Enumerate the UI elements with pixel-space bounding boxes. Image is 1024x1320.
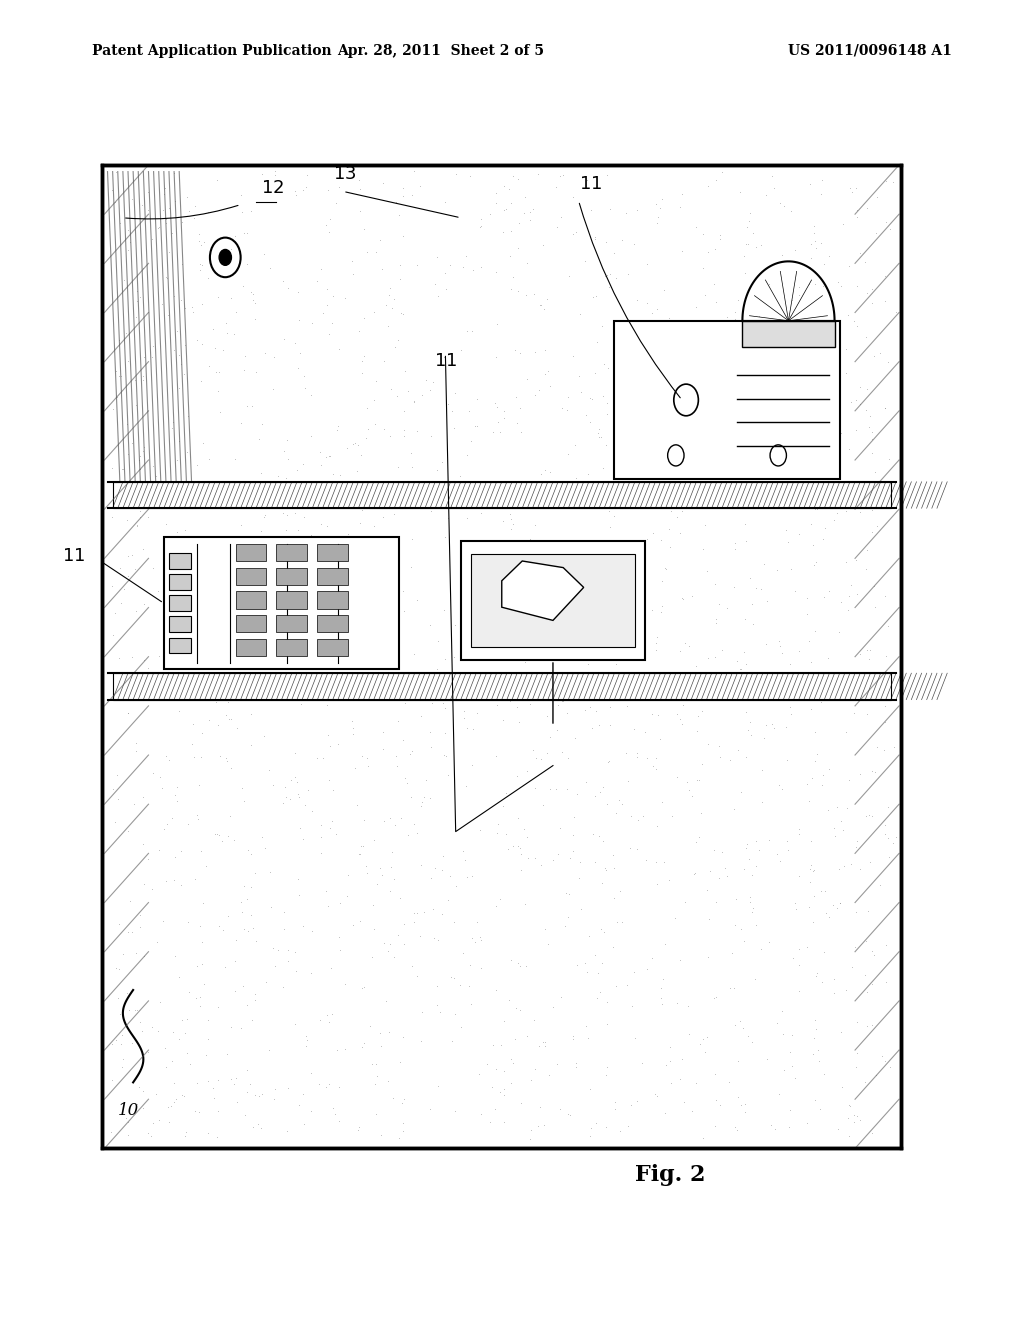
Bar bbox=[276, 639, 307, 656]
Text: Patent Application Publication: Patent Application Publication bbox=[92, 44, 332, 58]
Bar bbox=[276, 615, 307, 632]
Bar bbox=[169, 616, 191, 632]
Bar bbox=[169, 574, 191, 590]
Bar bbox=[169, 595, 191, 611]
Bar bbox=[236, 591, 266, 609]
Text: 10: 10 bbox=[118, 1102, 138, 1119]
Text: $\mathit{11}$: $\mathit{11}$ bbox=[434, 351, 457, 370]
Bar bbox=[471, 554, 635, 647]
Bar bbox=[236, 544, 266, 561]
Text: $\mathit{11}$: $\mathit{11}$ bbox=[579, 174, 602, 193]
Bar bbox=[169, 638, 191, 653]
Bar bbox=[276, 591, 307, 609]
Bar bbox=[102, 165, 901, 1148]
Circle shape bbox=[219, 249, 231, 265]
Text: $\mathit{12}$: $\mathit{12}$ bbox=[261, 178, 285, 197]
Bar bbox=[276, 544, 307, 561]
Bar bbox=[236, 615, 266, 632]
Bar bbox=[236, 639, 266, 656]
Text: $\mathit{11}$: $\mathit{11}$ bbox=[61, 546, 85, 565]
Bar bbox=[317, 568, 348, 585]
Bar bbox=[113, 482, 891, 508]
Bar bbox=[169, 553, 191, 569]
Text: US 2011/0096148 A1: US 2011/0096148 A1 bbox=[788, 44, 952, 58]
Bar bbox=[113, 673, 891, 700]
Text: $\mathit{13}$: $\mathit{13}$ bbox=[333, 165, 356, 183]
Text: Apr. 28, 2011  Sheet 2 of 5: Apr. 28, 2011 Sheet 2 of 5 bbox=[337, 44, 544, 58]
Bar bbox=[164, 537, 399, 669]
Bar bbox=[614, 321, 840, 479]
Bar bbox=[317, 615, 348, 632]
Text: Fig. 2: Fig. 2 bbox=[635, 1164, 706, 1187]
Bar bbox=[236, 568, 266, 585]
Bar bbox=[276, 568, 307, 585]
Polygon shape bbox=[502, 561, 584, 620]
Bar bbox=[461, 541, 645, 660]
Bar bbox=[317, 591, 348, 609]
Bar bbox=[317, 639, 348, 656]
Bar bbox=[742, 321, 835, 347]
Bar bbox=[317, 544, 348, 561]
